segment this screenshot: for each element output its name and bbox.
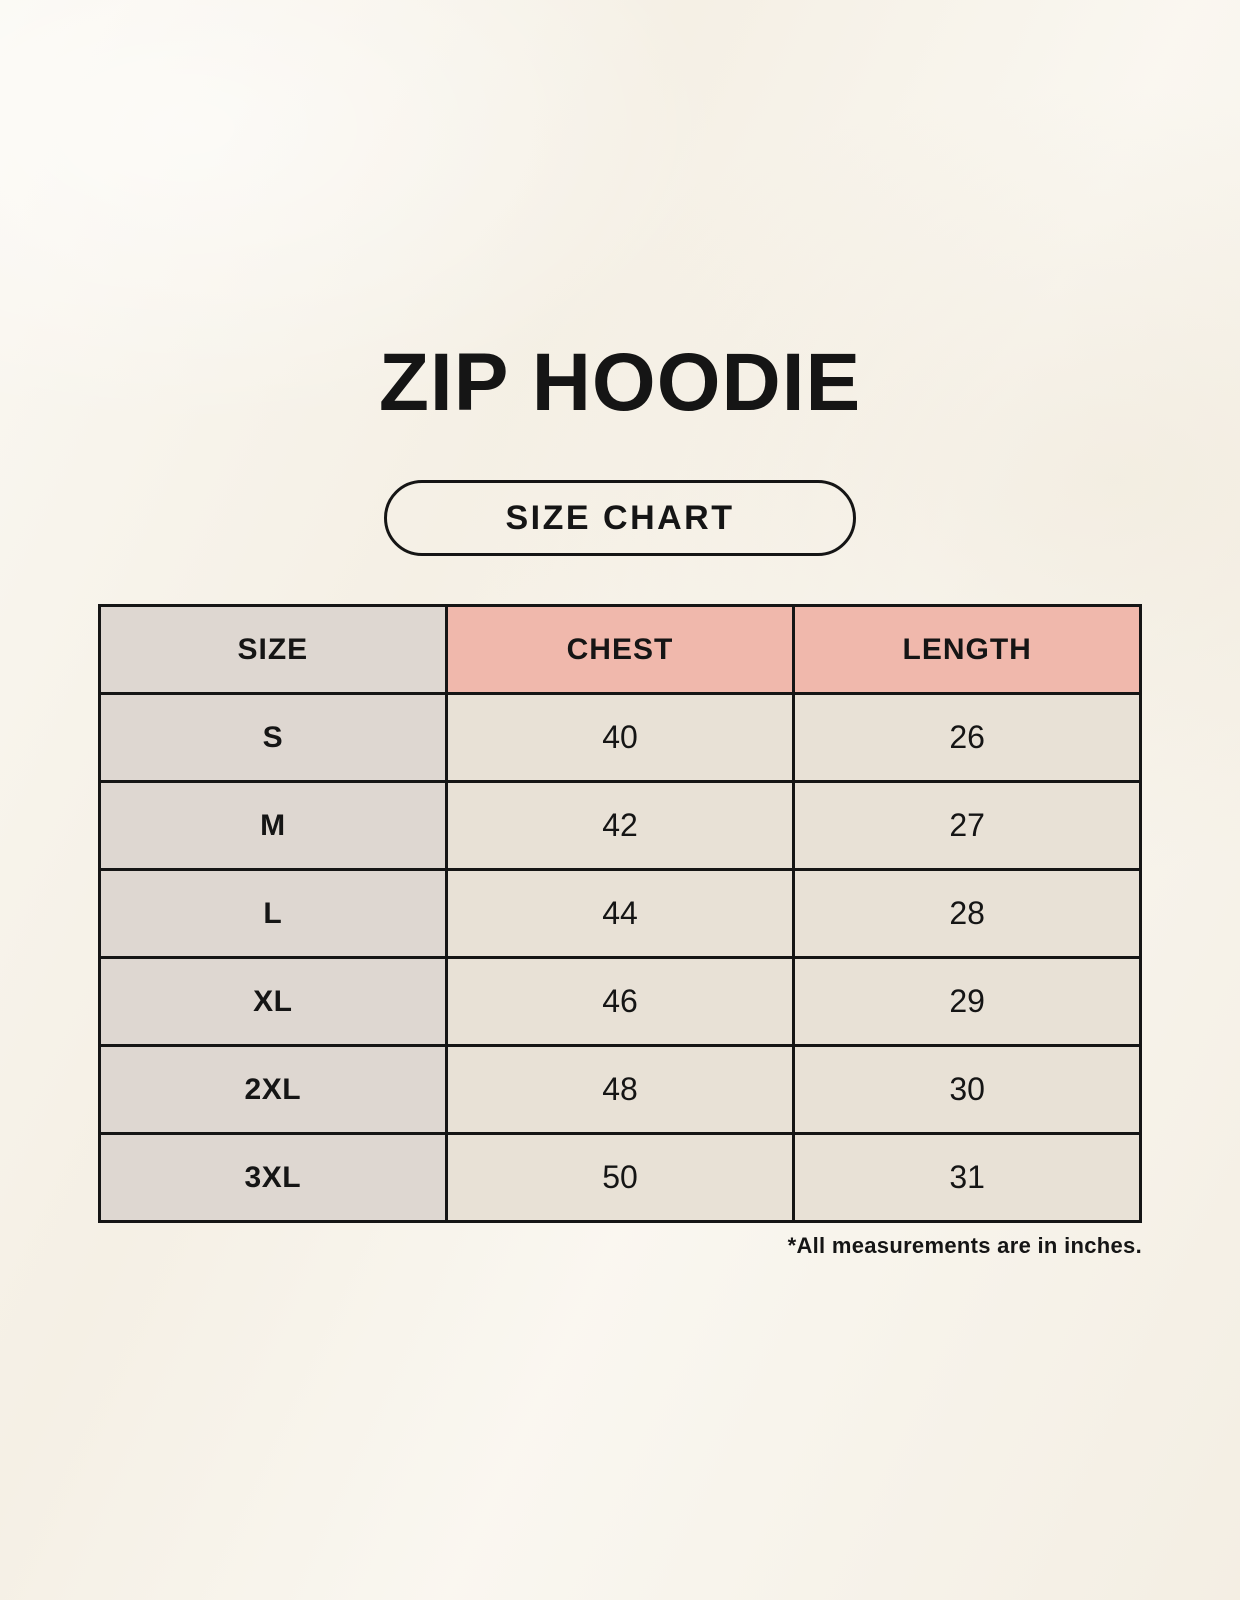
table-header: SIZE CHEST LENGTH xyxy=(98,604,1142,696)
length-value-cell: 30 xyxy=(792,1044,1142,1136)
table-row: 2XL 48 30 xyxy=(98,1044,1142,1136)
length-value-cell: 31 xyxy=(792,1132,1142,1224)
table-row: L 44 28 xyxy=(98,868,1142,960)
table-row: M 42 27 xyxy=(98,780,1142,872)
size-label-cell: 2XL xyxy=(98,1044,448,1136)
table-row: XL 46 29 xyxy=(98,956,1142,1048)
size-label-cell: S xyxy=(98,692,448,784)
chest-value-cell: 46 xyxy=(444,956,796,1048)
size-chart-badge[interactable]: SIZE CHART xyxy=(384,480,856,557)
size-chart-table: SIZE CHEST LENGTH S 40 26 M 42 27 L 44 2… xyxy=(98,604,1142,1224)
table-row: 3XL 50 31 xyxy=(98,1132,1142,1224)
chest-value-cell: 44 xyxy=(444,868,796,960)
size-label-cell: M xyxy=(98,780,448,872)
measurement-note: *All measurements are in inches. xyxy=(787,1233,1142,1259)
page-title: ZIP HOODIE xyxy=(378,337,862,428)
size-label-cell: XL xyxy=(98,956,448,1048)
size-label-cell: 3XL xyxy=(98,1132,448,1224)
table-header-row: SIZE CHEST LENGTH xyxy=(98,604,1142,696)
column-header-chest: CHEST xyxy=(444,604,796,696)
column-header-size: SIZE xyxy=(98,604,448,696)
chest-value-cell: 48 xyxy=(444,1044,796,1136)
size-chart-badge-label: SIZE CHART xyxy=(505,498,735,537)
length-value-cell: 28 xyxy=(792,868,1142,960)
column-header-length: LENGTH xyxy=(792,604,1142,696)
size-label-cell: L xyxy=(98,868,448,960)
chest-value-cell: 42 xyxy=(444,780,796,872)
table-body: S 40 26 M 42 27 L 44 28 XL 46 29 2XL 48 xyxy=(98,692,1142,1224)
length-value-cell: 27 xyxy=(792,780,1142,872)
chest-value-cell: 50 xyxy=(444,1132,796,1224)
length-value-cell: 26 xyxy=(792,692,1142,784)
chest-value-cell: 40 xyxy=(444,692,796,784)
table-row: S 40 26 xyxy=(98,692,1142,784)
length-value-cell: 29 xyxy=(792,956,1142,1048)
